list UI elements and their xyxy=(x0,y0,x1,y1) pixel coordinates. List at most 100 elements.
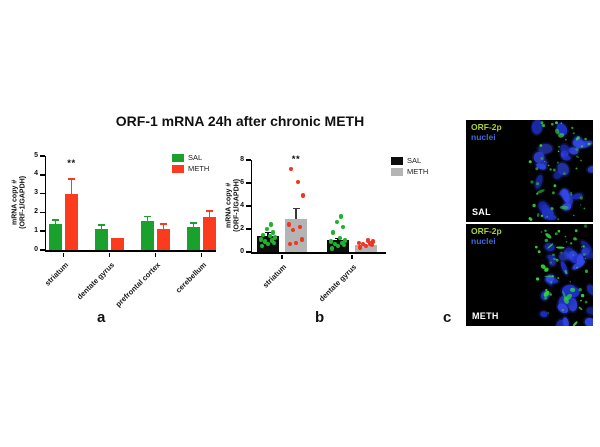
y-axis-tick xyxy=(246,159,251,161)
y-axis-tick-label: 5 xyxy=(34,151,38,159)
panel-b-plot: 0 2 4 6 8 striatum dentate gyrus ** xyxy=(240,154,386,303)
data-point-sal xyxy=(339,240,345,245)
data-point-meth xyxy=(365,238,371,243)
data-point-sal xyxy=(341,242,347,248)
y-axis-tick xyxy=(40,174,45,176)
data-point-meth xyxy=(363,244,369,249)
micrograph-meth: ORF-2p nuclei METH xyxy=(466,224,593,326)
y-axis-tick xyxy=(40,230,45,232)
data-point-meth xyxy=(367,241,373,246)
data-point-sal xyxy=(335,244,341,249)
error-bar-cap xyxy=(144,215,151,218)
x-axis-label-striatum: striatum xyxy=(42,260,70,288)
error-bar-cap xyxy=(264,231,272,234)
data-point-meth xyxy=(288,167,294,172)
error-bar xyxy=(146,216,149,221)
panel-a-plot: 0 1 2 3 4 5 striatum dentate gyrus prefrontal co… xyxy=(34,152,216,309)
data-point-meth xyxy=(360,241,366,247)
y-axis-tick-label: 0 xyxy=(240,247,244,255)
micrograph-nuclei-label: nuclei xyxy=(471,236,496,246)
y-axis-tick-label: 2 xyxy=(34,207,38,215)
legend-item-meth: METH xyxy=(391,167,428,176)
data-point-sal xyxy=(260,232,266,237)
bar-sal-dentate-gyrus xyxy=(95,229,108,250)
y-axis-tick xyxy=(246,205,251,207)
data-point-sal xyxy=(270,230,276,235)
data-point-sal xyxy=(338,214,344,219)
panel-letter-b: b xyxy=(315,309,325,326)
data-point-sal xyxy=(259,244,265,249)
data-point-sal xyxy=(267,233,273,239)
y-axis-tick xyxy=(40,249,45,251)
y-axis-tick-label: 8 xyxy=(240,155,244,163)
error-bar-cap xyxy=(292,207,300,210)
error-bar-cap xyxy=(190,222,197,224)
legend-swatch-meth xyxy=(391,167,403,176)
y-axis-tick-label: 4 xyxy=(240,201,244,209)
data-point-sal xyxy=(332,241,338,247)
data-point-meth xyxy=(357,245,363,250)
micrograph-nuclei-label: nuclei xyxy=(471,132,496,142)
legend-item-sal: SAL xyxy=(391,156,428,165)
x-axis-tick xyxy=(281,254,283,259)
x-axis-tick xyxy=(200,252,203,257)
y-axis-tick-label: 1 xyxy=(34,226,38,234)
error-bar xyxy=(295,208,297,219)
x-axis-label-striatum: striatum xyxy=(260,262,289,290)
bar-meth-dentate-gyrus xyxy=(111,237,124,250)
error-bar xyxy=(192,222,195,227)
y-axis-tick xyxy=(246,182,251,184)
micrograph-caption-meth: METH xyxy=(472,311,499,321)
data-point-sal xyxy=(328,239,334,244)
y-axis-tick-label: 4 xyxy=(34,170,38,178)
data-point-meth xyxy=(299,237,305,242)
x-axis-tick xyxy=(108,252,111,257)
error-bar xyxy=(70,178,73,194)
data-point-sal xyxy=(264,226,270,232)
y-axis-label-line1: mRNA copy # xyxy=(11,179,19,226)
legend-label-sal: SAL xyxy=(407,156,422,165)
legend-swatch-sal xyxy=(172,153,184,162)
data-point-sal xyxy=(262,239,268,244)
bar-meth-prefrontal-cortex xyxy=(157,229,170,250)
y-axis-tick xyxy=(40,192,45,195)
y-axis-tick xyxy=(246,228,251,230)
error-bar-cap xyxy=(52,219,59,221)
data-point-meth xyxy=(290,227,296,233)
x-axis-tick xyxy=(62,252,65,257)
error-bar-cap xyxy=(68,178,75,180)
data-point-sal xyxy=(268,222,274,227)
bar-sal-striatum xyxy=(49,223,62,250)
micrograph-meth-image xyxy=(466,224,593,326)
legend-item-sal: SAL xyxy=(172,153,209,162)
panel-a-legend: SAL METH xyxy=(172,153,209,173)
legend-label-meth: METH xyxy=(188,164,210,173)
data-point-sal xyxy=(337,236,343,241)
data-point-sal xyxy=(334,219,340,225)
data-point-sal xyxy=(271,240,277,245)
x-axis-label-cerebellum: cerebellum xyxy=(173,260,208,295)
data-point-meth xyxy=(293,240,299,245)
data-point-sal xyxy=(272,235,278,240)
data-point-meth xyxy=(356,240,362,245)
panel-letter-c: c xyxy=(443,309,452,326)
error-bar xyxy=(100,224,103,230)
micrograph-caption-sal: SAL xyxy=(472,207,491,217)
panel-b-legend: SAL METH xyxy=(391,156,428,176)
data-point-sal xyxy=(342,238,348,243)
bar-meth-striatum xyxy=(65,193,78,250)
data-point-sal xyxy=(340,224,346,229)
bar-sal-prefrontal-cortex xyxy=(141,220,154,250)
y-axis-tick xyxy=(40,155,45,157)
data-point-meth xyxy=(295,179,301,185)
data-point-sal xyxy=(269,238,275,243)
bar-sal-cerebellum xyxy=(187,226,200,250)
x-axis-tick xyxy=(154,252,157,257)
y-axis-tick xyxy=(40,211,45,214)
data-point-meth xyxy=(286,222,292,227)
bar-meth-dentate-gyrus xyxy=(355,245,377,252)
micrograph-marker-label: ORF-2p xyxy=(471,122,502,132)
significance-marker: ** xyxy=(67,158,76,170)
data-point-meth xyxy=(300,193,306,198)
